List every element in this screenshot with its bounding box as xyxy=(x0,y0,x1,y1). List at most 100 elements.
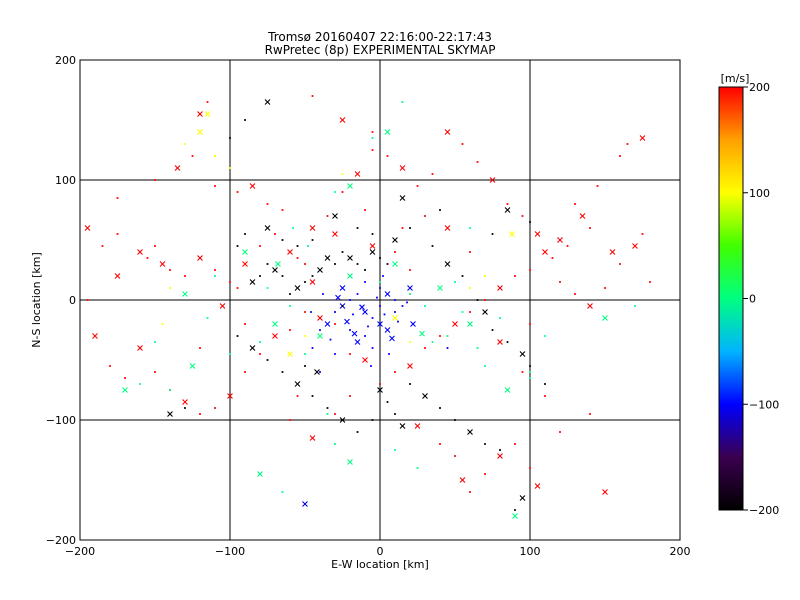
data-point-dot xyxy=(506,341,509,343)
colorbar-tick-label: 0 xyxy=(749,293,756,306)
data-point-dot xyxy=(529,371,531,373)
data-point-dot xyxy=(274,233,276,235)
data-point-x xyxy=(414,423,421,429)
data-point-dot xyxy=(116,233,119,235)
data-point-x xyxy=(314,369,320,375)
data-point-x xyxy=(335,294,341,301)
data-point-x xyxy=(197,129,203,135)
data-point-dot xyxy=(154,245,156,247)
data-point-dot xyxy=(281,239,284,241)
data-point-dot xyxy=(236,191,239,193)
data-point-dot xyxy=(266,359,269,361)
data-point-x xyxy=(354,171,361,177)
data-point-dot xyxy=(206,101,209,103)
data-point-dot xyxy=(431,173,434,175)
data-point-x xyxy=(459,477,466,483)
data-point-dot xyxy=(86,299,89,301)
data-point-dot xyxy=(461,143,464,145)
data-point-dot xyxy=(544,395,546,397)
data-point-dot xyxy=(406,301,408,304)
data-point-x xyxy=(249,345,256,351)
data-point-dot xyxy=(289,293,291,295)
data-point-dot xyxy=(124,377,126,379)
data-point-x xyxy=(452,321,458,327)
data-point-dot xyxy=(386,155,389,157)
data-point-dot xyxy=(376,296,378,299)
data-point-dot xyxy=(619,155,621,157)
data-point-x xyxy=(369,249,376,255)
data-point-dot xyxy=(296,395,299,397)
data-point-dot xyxy=(229,167,231,169)
data-point-dot xyxy=(514,443,516,445)
data-point-x xyxy=(347,459,353,465)
data-point-x xyxy=(272,333,278,339)
colorbar-tick-label: 200 xyxy=(749,81,770,94)
data-point-dot xyxy=(311,95,314,97)
data-point-x xyxy=(392,237,398,243)
data-point-x xyxy=(384,291,391,297)
data-point-dot xyxy=(349,395,351,397)
data-point-dot xyxy=(371,149,374,151)
chart-subtitle: RwPretec (8p) EXPERIMENTAL SKYMAP xyxy=(265,43,496,57)
data-point-dot xyxy=(379,281,381,283)
data-point-dot xyxy=(484,473,486,475)
data-point-dot xyxy=(469,251,471,253)
colorbar-tick-label: 100 xyxy=(749,187,770,200)
data-point-dot xyxy=(514,509,516,511)
data-point-x xyxy=(317,333,323,339)
data-point-dot xyxy=(307,245,309,247)
data-point-dot xyxy=(341,305,344,307)
data-point-dot xyxy=(394,299,396,301)
data-point-dot xyxy=(649,281,651,283)
data-point-dot xyxy=(349,329,351,331)
axis-ticks: −200 −100 0 100 200 −200 −100 0 100 200 xyxy=(46,54,691,558)
data-point-dot xyxy=(529,365,531,367)
data-point-dot xyxy=(439,335,441,337)
x-tick-label: 100 xyxy=(520,545,541,558)
data-point-x xyxy=(347,183,353,189)
data-point-x xyxy=(384,327,391,333)
data-point-x xyxy=(362,309,368,315)
data-point-dot xyxy=(379,257,381,259)
data-point-dot xyxy=(341,191,344,193)
data-point-x xyxy=(407,285,413,291)
data-point-dot xyxy=(476,161,479,163)
data-point-dot xyxy=(379,383,381,385)
data-point-dot xyxy=(469,311,471,313)
data-point-dot xyxy=(154,179,156,181)
data-point-dot xyxy=(356,227,359,229)
data-point-dot xyxy=(229,353,231,355)
data-point-x xyxy=(489,177,496,183)
data-point-dot xyxy=(409,293,411,295)
data-point-x xyxy=(347,273,353,279)
data-point-x xyxy=(389,335,395,342)
data-point-dot xyxy=(244,323,246,325)
data-point-x xyxy=(422,393,428,399)
data-point-x xyxy=(332,231,338,237)
x-tick-label: 0 xyxy=(377,545,384,558)
data-point-dot xyxy=(199,347,201,349)
data-point-dot xyxy=(604,287,606,289)
data-point-x xyxy=(197,255,203,261)
data-point-dot xyxy=(334,191,336,193)
data-point-dot xyxy=(304,365,306,367)
data-point-dot xyxy=(484,443,486,445)
data-point-x xyxy=(159,261,166,267)
data-point-dot xyxy=(304,263,306,265)
data-point-dot xyxy=(431,341,434,343)
data-point-x xyxy=(509,231,515,237)
data-point-dot xyxy=(371,131,374,133)
data-point-dot xyxy=(334,263,336,265)
data-point-dot xyxy=(367,325,369,328)
data-point-dot xyxy=(409,383,411,385)
y-tick-label: 100 xyxy=(55,174,76,187)
data-point-x xyxy=(114,273,121,279)
data-point-dot xyxy=(370,365,372,367)
data-point-dot xyxy=(529,467,531,469)
data-point-dot xyxy=(229,281,231,283)
data-point-x xyxy=(351,330,358,337)
data-point-dot xyxy=(371,347,374,349)
data-point-dot xyxy=(310,311,312,313)
data-point-dot xyxy=(499,317,501,319)
